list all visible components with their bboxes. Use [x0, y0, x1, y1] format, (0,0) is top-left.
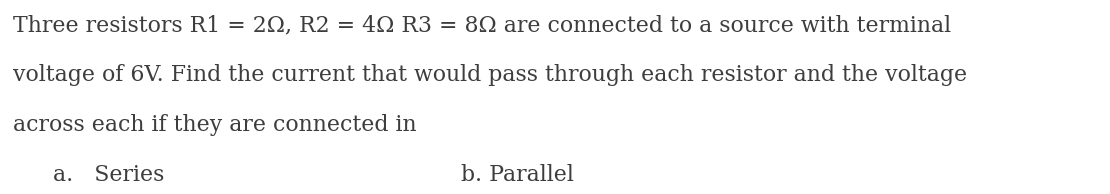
Text: b. Parallel: b. Parallel	[461, 164, 574, 186]
Text: Three resistors R1 = 2Ω, R2 = 4Ω R3 = 8Ω are connected to a source with terminal: Three resistors R1 = 2Ω, R2 = 4Ω R3 = 8Ω…	[13, 14, 951, 36]
Text: across each if they are connected in: across each if they are connected in	[13, 114, 417, 136]
Text: voltage of 6V. Find the current that would pass through each resistor and the vo: voltage of 6V. Find the current that wou…	[13, 64, 968, 86]
Text: a.   Series: a. Series	[53, 164, 164, 186]
